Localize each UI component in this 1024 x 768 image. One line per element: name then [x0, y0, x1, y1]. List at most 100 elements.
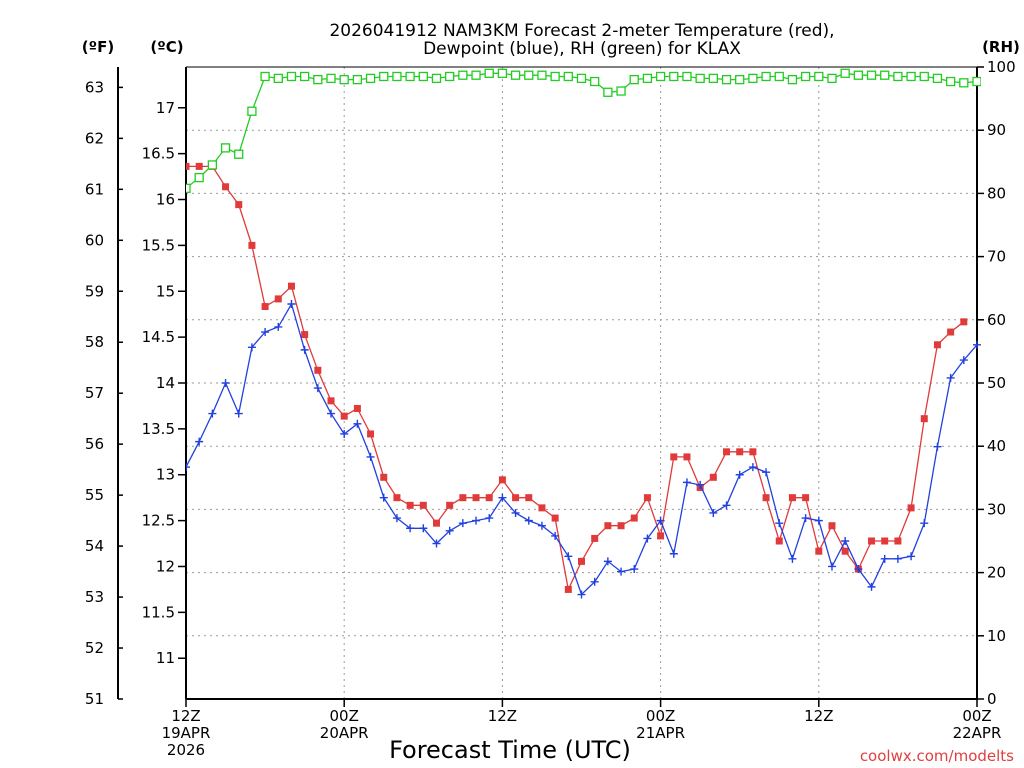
temperature-point: [802, 494, 810, 502]
rh-point: [814, 71, 824, 82]
x-tick-label: 12Z: [488, 707, 517, 725]
fahrenheit-tick-label: 63: [85, 78, 104, 96]
rh-point: [748, 73, 758, 84]
dewpoint-point: [353, 419, 362, 428]
rh-point: [247, 106, 257, 116]
temperature-point: [841, 547, 849, 555]
dewpoint-point: [327, 409, 336, 418]
rh-point: [880, 70, 890, 80]
dewpoint-point: [590, 577, 599, 586]
rh-point: [893, 71, 903, 82]
rh-point: [603, 87, 613, 97]
dewpoint-point: [603, 557, 612, 566]
rh-point: [787, 74, 798, 85]
rh-point: [484, 68, 494, 78]
temperature-point: [248, 241, 256, 249]
dewpoint-point: [973, 340, 981, 349]
dewpoint-point: [880, 554, 889, 563]
dewpoint-point: [775, 519, 784, 528]
x-tick-label: 00Z: [646, 707, 675, 725]
temperature-point: [551, 514, 559, 522]
axes-group: [117, 66, 984, 707]
dewpoint-point: [643, 534, 652, 543]
fahrenheit-tick-label: 62: [85, 129, 104, 147]
rh-point: [234, 149, 244, 159]
rh-point: [365, 73, 376, 84]
dewpoint-point: [234, 409, 243, 418]
rh-point: [286, 71, 297, 82]
rh-tick-label: 20: [987, 564, 1006, 582]
rh-point: [313, 74, 323, 85]
dewpoint-point: [564, 552, 573, 561]
temperature-point: [907, 504, 915, 512]
temperature-point: [643, 494, 651, 502]
fahrenheit-tick-label: 56: [85, 435, 104, 453]
celsius-tick-label: 11.5: [142, 603, 175, 621]
rh-point: [194, 172, 204, 183]
fahrenheit-tick-label: 54: [85, 537, 104, 555]
fahrenheit-tick-label: 61: [85, 180, 104, 198]
rh-point: [405, 71, 415, 82]
x-tick-label: 2026: [167, 741, 205, 759]
celsius-tick-label: 14: [156, 374, 175, 392]
x-tick-label: 00Z: [962, 707, 991, 725]
dewpoint-point: [682, 478, 691, 487]
rh-point: [431, 73, 442, 84]
rh-point: [695, 73, 705, 84]
celsius-tick-label: 17: [156, 99, 175, 117]
dewpoint-point: [656, 516, 665, 525]
x-tick-label: 12Z: [804, 707, 833, 725]
temperature-point: [406, 501, 414, 509]
celsius-tick-label: 15: [156, 282, 175, 300]
temperature-point: [591, 534, 599, 542]
temperature-point: [222, 183, 230, 191]
rh-point: [379, 71, 389, 82]
fahrenheit-tick-label: 53: [85, 588, 104, 606]
temperature-point: [894, 537, 902, 545]
celsius-tick-label: 14.5: [142, 328, 175, 346]
temperature-point: [762, 494, 770, 502]
temperature-point: [314, 366, 322, 374]
rh-point: [550, 71, 560, 82]
rh-point: [326, 73, 336, 84]
dewpoint-point: [445, 526, 454, 535]
dewpoint-point: [577, 590, 586, 599]
dewpoint-point: [907, 552, 916, 561]
rh-tick-label: 80: [987, 184, 1006, 202]
rh-point: [458, 70, 468, 80]
temperature-point: [512, 494, 520, 502]
dewpoint-point: [392, 514, 401, 523]
dewpoint-point: [841, 537, 850, 545]
rh-point: [959, 78, 969, 88]
temperature-point: [393, 494, 401, 502]
rh-point: [186, 183, 191, 193]
rh-point: [906, 71, 916, 82]
dewpoint-point: [669, 549, 678, 558]
temperature-point: [498, 476, 506, 484]
temperature-point: [287, 282, 295, 290]
temperature-point: [485, 494, 493, 502]
dewpoint-point: [195, 437, 204, 446]
dewpoint-point: [524, 516, 533, 525]
temperature-point: [419, 501, 427, 509]
celsius-tick-label: 15.5: [142, 236, 175, 254]
rh-point: [642, 73, 653, 84]
temperature-point: [186, 162, 190, 170]
dewpoint-point: [933, 442, 942, 451]
dewpoint-point: [379, 493, 388, 502]
series-rh: [186, 68, 981, 193]
celsius-tick-label: 13: [156, 466, 175, 484]
temperature-point: [538, 504, 546, 512]
temperature-point: [960, 318, 968, 326]
temperature-point: [815, 547, 823, 555]
temperature-point: [630, 514, 638, 522]
temperature-point: [657, 532, 665, 540]
dewpoint-point: [920, 519, 929, 528]
celsius-tick-label: 16.5: [142, 145, 175, 163]
rh-point: [866, 70, 877, 80]
rh-point: [352, 74, 363, 85]
rh-point: [800, 71, 811, 82]
temperature-point: [525, 494, 533, 502]
dewpoint-point: [340, 429, 349, 438]
